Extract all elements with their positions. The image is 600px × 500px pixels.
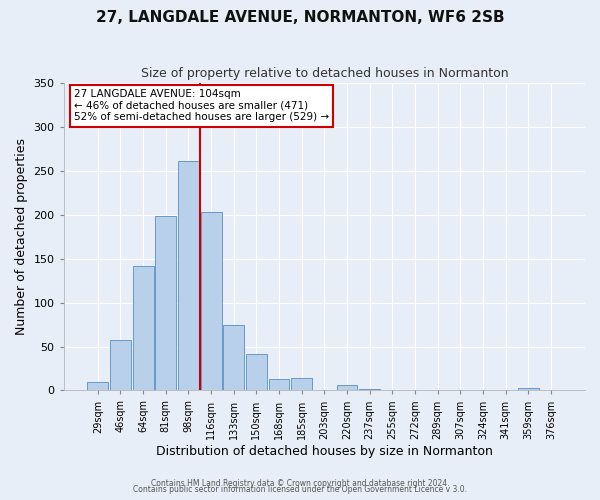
Bar (246, 354, 267, 390)
Bar (88, 382, 108, 390)
Bar (518, 388, 539, 390)
Bar (200, 212, 221, 390)
Bar (337, 385, 358, 390)
Bar (178, 161, 199, 390)
X-axis label: Distribution of detached houses by size in Normanton: Distribution of detached houses by size … (156, 444, 493, 458)
Bar (133, 266, 154, 390)
Bar (269, 379, 289, 390)
Bar (291, 378, 312, 390)
Bar (223, 324, 244, 390)
Bar (359, 388, 380, 390)
Text: 27 LANGDALE AVENUE: 104sqm
← 46% of detached houses are smaller (471)
52% of sem: 27 LANGDALE AVENUE: 104sqm ← 46% of deta… (74, 89, 329, 122)
Bar (155, 216, 176, 390)
Text: 27, LANGDALE AVENUE, NORMANTON, WF6 2SB: 27, LANGDALE AVENUE, NORMANTON, WF6 2SB (95, 10, 505, 25)
Bar (110, 340, 131, 390)
Text: Contains public sector information licensed under the Open Government Licence v : Contains public sector information licen… (133, 485, 467, 494)
Y-axis label: Number of detached properties: Number of detached properties (15, 138, 28, 335)
Text: Contains HM Land Registry data © Crown copyright and database right 2024.: Contains HM Land Registry data © Crown c… (151, 478, 449, 488)
Title: Size of property relative to detached houses in Normanton: Size of property relative to detached ho… (140, 68, 508, 80)
